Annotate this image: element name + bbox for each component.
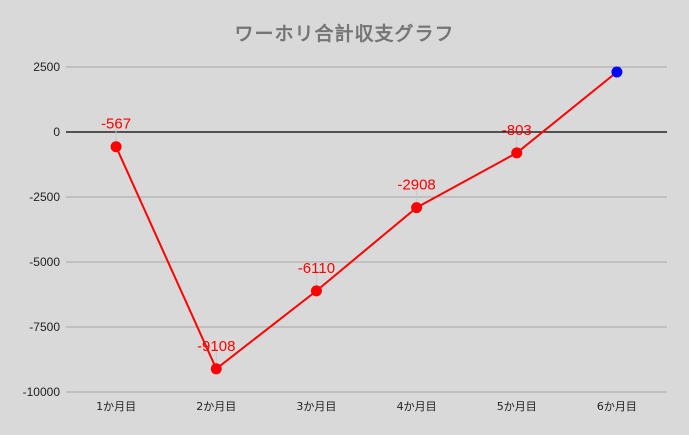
series-line xyxy=(115,71,618,371)
data-point[interactable] xyxy=(110,141,122,153)
data-label: -6110 xyxy=(298,260,335,277)
x-tick-label: 6か月目 xyxy=(597,400,637,413)
gridlines xyxy=(66,66,667,393)
y-tick-label: -2500 xyxy=(29,190,60,204)
x-tick-label: 5か月目 xyxy=(497,400,537,413)
data-label: -2908 xyxy=(397,177,435,194)
y-tick-label: 2500 xyxy=(33,60,60,74)
y-axis-labels: 2500 0 -2500 -5000 -7500 -10000 xyxy=(23,60,61,399)
x-tick-label: 4か月目 xyxy=(397,400,437,413)
data-label: -9108 xyxy=(197,338,235,355)
data-label: -567 xyxy=(101,116,131,133)
data-point[interactable] xyxy=(611,66,623,78)
y-tick-label: -7500 xyxy=(29,320,60,334)
data-point[interactable] xyxy=(210,363,222,375)
data-series: -567 -9108 -6110 -2908 -803 xyxy=(101,66,623,375)
data-point[interactable] xyxy=(310,285,322,297)
x-tick-label: 1か月目 xyxy=(96,400,136,413)
x-tick-label: 2か月目 xyxy=(196,400,236,413)
chart-title: ワーホリ合計収支グラフ xyxy=(234,23,455,45)
data-label: -803 xyxy=(502,122,532,139)
x-axis-labels: 1か月目 2か月目 3か月目 4か月目 5か月目 6か月目 xyxy=(96,400,637,413)
data-point[interactable] xyxy=(511,147,523,159)
data-point[interactable] xyxy=(411,202,423,214)
y-tick-label: -10000 xyxy=(23,385,61,399)
x-tick-label: 3か月目 xyxy=(296,400,336,413)
y-tick-label: 0 xyxy=(53,125,60,139)
y-tick-label: -5000 xyxy=(29,255,60,269)
